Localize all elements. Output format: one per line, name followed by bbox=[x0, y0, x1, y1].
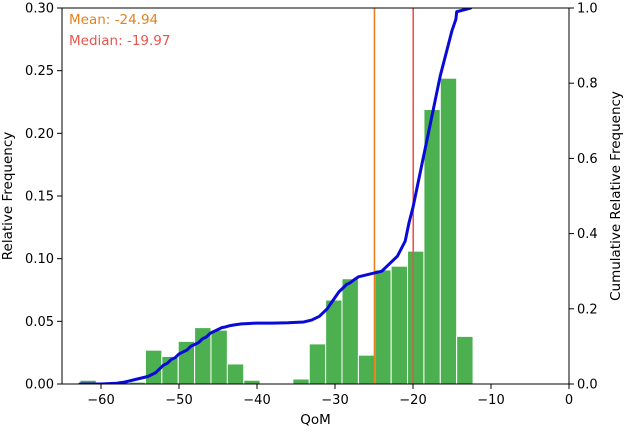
x-tick-label: −40 bbox=[243, 393, 270, 408]
histogram-bar bbox=[456, 335, 474, 385]
x-tick-label: −10 bbox=[477, 393, 504, 408]
histogram-bar bbox=[341, 278, 359, 385]
x-tick-label: −60 bbox=[87, 393, 114, 408]
histogram-bar bbox=[407, 250, 425, 385]
x-tick-label: −30 bbox=[321, 393, 348, 408]
histogram-bar bbox=[439, 77, 458, 385]
y-tick-label: 0.10 bbox=[25, 252, 54, 267]
histogram-bar bbox=[210, 329, 228, 385]
y2-tick-label: 0.0 bbox=[577, 378, 598, 393]
plot-area bbox=[78, 8, 474, 385]
y-tick-label: 0.30 bbox=[25, 2, 54, 17]
mean-annotation: Mean: -24.94 bbox=[69, 12, 158, 28]
y2-tick-label: 1.0 bbox=[577, 2, 598, 17]
x-axis-label: QoM bbox=[300, 412, 331, 428]
x-tick-label: −50 bbox=[165, 393, 192, 408]
y2-tick-label: 0.8 bbox=[577, 77, 598, 92]
x-tick-label: 0 bbox=[565, 393, 573, 408]
y-tick-label: 0.15 bbox=[25, 190, 54, 205]
y-tick-label: 0.00 bbox=[25, 378, 54, 393]
histogram-bar bbox=[308, 343, 327, 385]
x-tick-label: −20 bbox=[399, 393, 426, 408]
histogram-bar bbox=[423, 109, 441, 385]
axes-frame bbox=[61, 7, 570, 385]
y-tick-label: 0.25 bbox=[25, 64, 54, 79]
histogram-bar bbox=[243, 379, 261, 385]
histogram-bar bbox=[357, 354, 376, 385]
axes: −60 −50 −40 −30 −20 −10 0 0.00 0.05 0.10 0.15 0.20 0… bbox=[25, 2, 598, 409]
y-tick-label: 0.05 bbox=[25, 315, 54, 330]
y2-tick-label: 0.2 bbox=[577, 302, 598, 317]
histogram-bar bbox=[390, 265, 409, 385]
histogram-bar bbox=[177, 340, 196, 385]
y2-tick-label: 0.6 bbox=[577, 152, 598, 167]
histogram-bar bbox=[374, 269, 392, 385]
y2-axis-label: Cumulative Relative Frequency bbox=[608, 91, 624, 301]
cumulative-curve bbox=[78, 8, 473, 384]
y2-tick-label: 0.4 bbox=[577, 227, 598, 242]
histogram-bar bbox=[292, 378, 310, 385]
median-annotation: Median: -19.97 bbox=[69, 33, 170, 49]
histogram-bar bbox=[226, 363, 245, 385]
histogram-bar bbox=[325, 299, 343, 385]
y-axis-label: Relative Frequency bbox=[0, 132, 16, 260]
y-tick-label: 0.20 bbox=[25, 127, 54, 142]
annotations: Mean: -24.94 Median: -19.97 bbox=[69, 12, 170, 49]
